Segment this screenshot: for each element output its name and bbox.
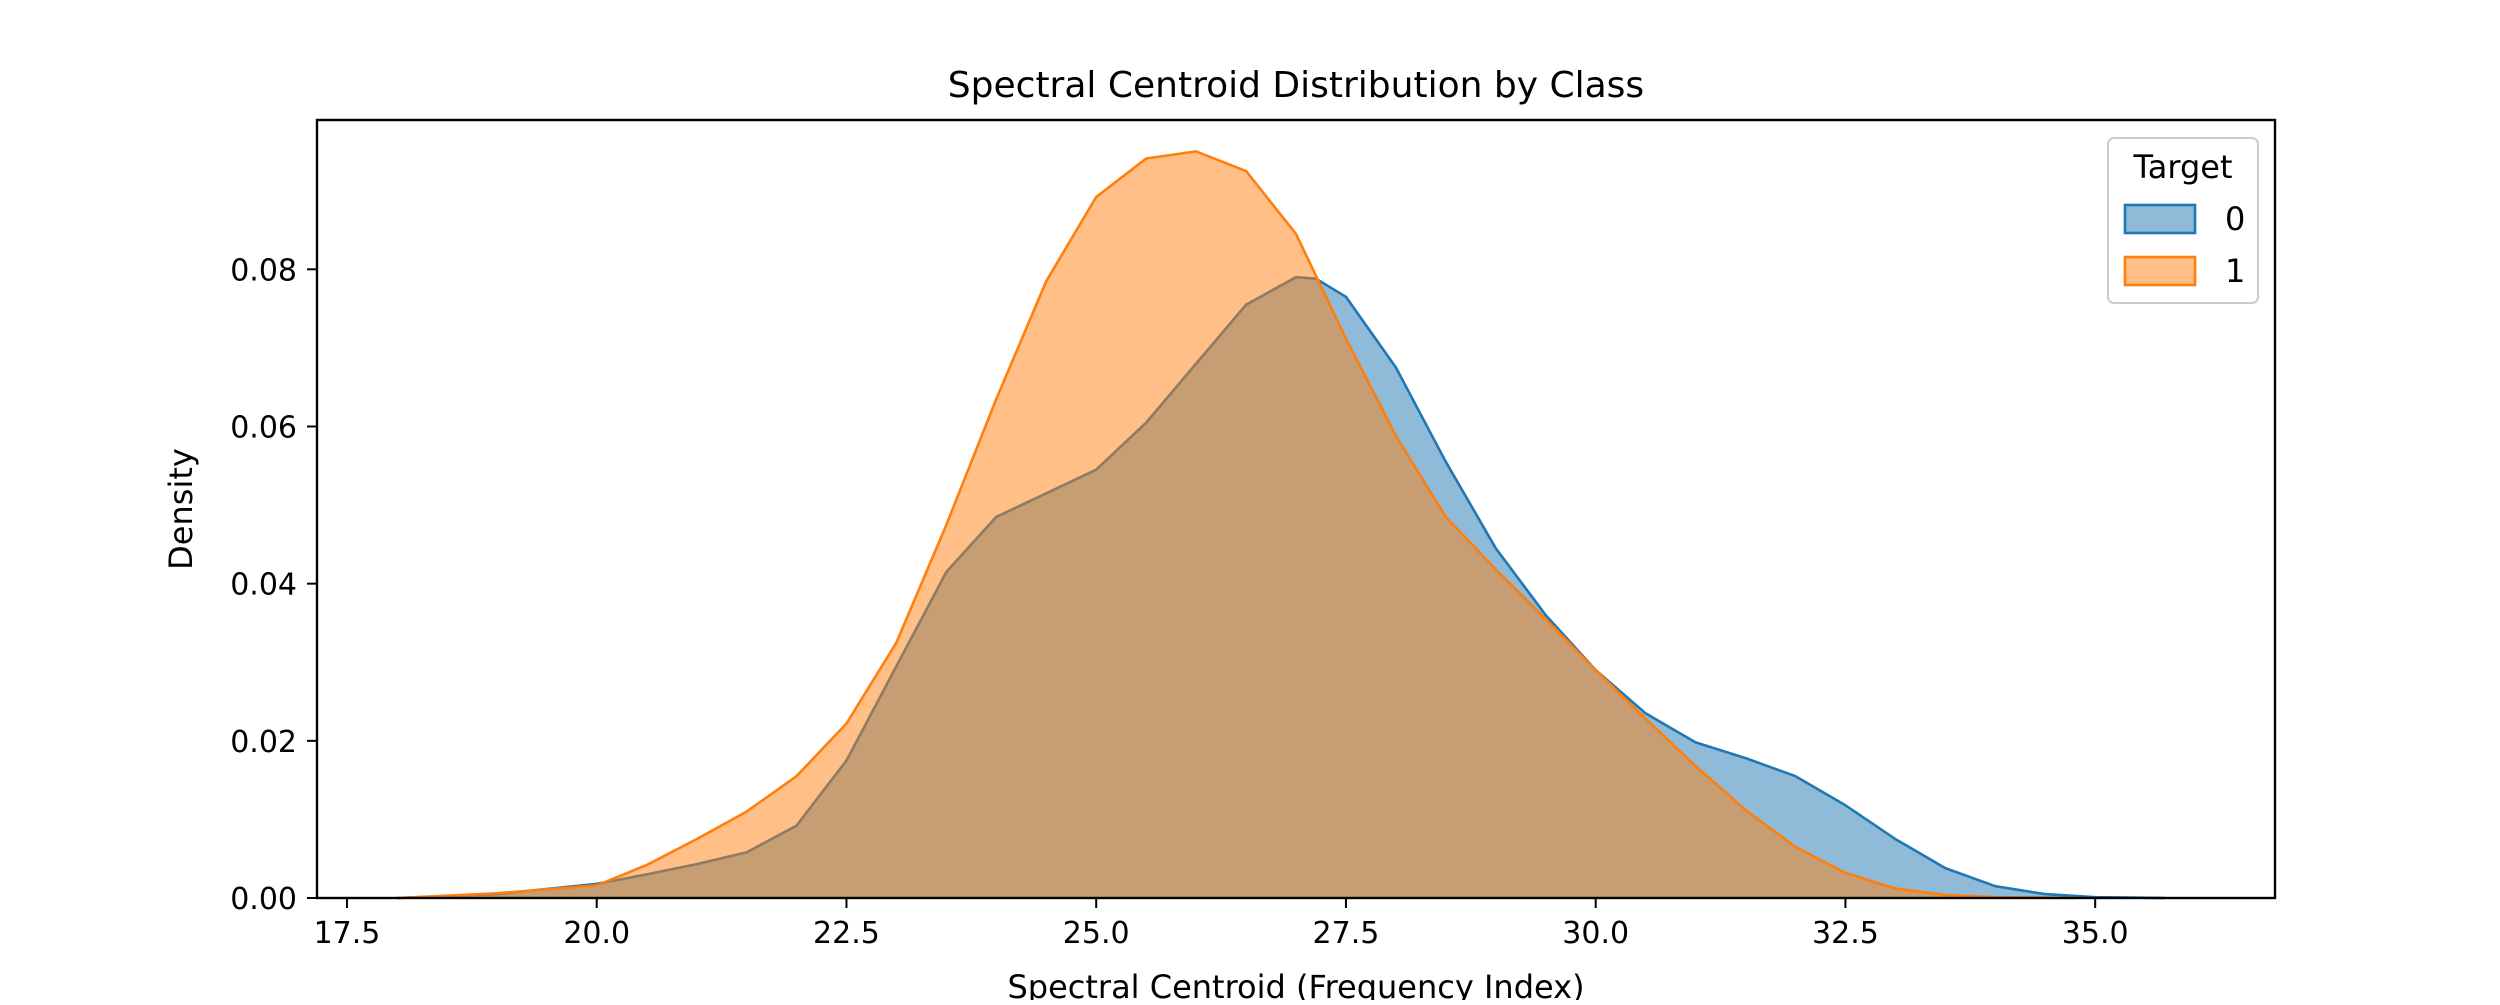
series-1-line xyxy=(396,150,2076,900)
x-tick-label: 27.5 xyxy=(1313,916,1380,951)
legend-label-0: 0 xyxy=(2225,200,2245,238)
y-axis-label: Density xyxy=(162,448,200,570)
x-tick-label: 35.0 xyxy=(2062,916,2129,951)
legend: Target 01 xyxy=(2107,137,2259,304)
series-1-area xyxy=(396,151,2076,898)
x-tick-label: 25.0 xyxy=(1063,916,1130,951)
legend-label-1: 1 xyxy=(2225,252,2245,290)
y-tick-label: 0.04 xyxy=(230,568,297,603)
y-tick-label: 0.08 xyxy=(230,253,297,288)
series-layer xyxy=(396,150,2166,900)
plot-frame xyxy=(315,118,2277,900)
legend-swatch-0 xyxy=(2123,203,2197,235)
x-tick-label: 32.5 xyxy=(1812,916,1879,951)
x-tick-label: 30.0 xyxy=(1562,916,1629,951)
legend-swatch-1 xyxy=(2123,255,2197,287)
y-tick-label: 0.00 xyxy=(230,882,297,917)
y-tick-label: 0.02 xyxy=(230,725,297,760)
x-tick-label: 20.0 xyxy=(563,916,630,951)
legend-entries: 01 xyxy=(2123,200,2245,290)
y-tick-label: 0.06 xyxy=(230,410,297,445)
chart-title: Spectral Centroid Distribution by Class xyxy=(948,65,1644,106)
x-axis-ticks: 17.5 20.0 22.5 25.0 27.5 30.0 32.5 35.0 xyxy=(314,898,2129,951)
x-axis-label: Spectral Centroid (Frequency Index) xyxy=(1007,968,1584,1000)
y-axis-ticks: 0.00 0.02 0.04 0.06 0.08 xyxy=(230,253,317,917)
legend-title: Target xyxy=(2133,148,2233,186)
x-tick-label: 17.5 xyxy=(314,916,381,951)
x-tick-label: 22.5 xyxy=(813,916,880,951)
